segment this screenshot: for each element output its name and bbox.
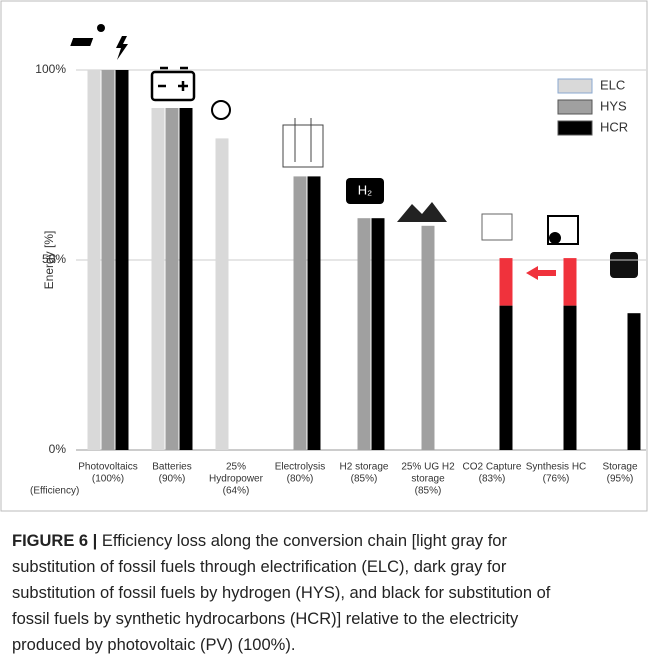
x-tick-label: Synthesis HC — [526, 462, 587, 473]
x-tick-label: 25% — [226, 462, 246, 473]
arrow — [526, 266, 556, 280]
y-tick-label: 100% — [35, 62, 66, 76]
x-tick-label: Storage — [602, 462, 637, 473]
bar — [293, 176, 307, 450]
x-tick-label: (76%) — [543, 474, 570, 485]
y-tick-label: 0% — [49, 442, 67, 456]
icon-battery — [150, 66, 196, 102]
x-tick-label: storage — [411, 474, 445, 485]
icon-barrel — [610, 252, 638, 278]
x-tick-label: (100%) — [92, 474, 124, 485]
icon-capture — [481, 213, 513, 241]
caption-line: FIGURE 6 | Efficiency loss along the con… — [12, 528, 642, 554]
x-tick-label: Electrolysis — [275, 462, 326, 473]
x-tick-label: CO2 Capture — [463, 462, 522, 473]
chart-border — [0, 0, 648, 512]
legend-label: HCR — [600, 119, 628, 134]
stacked-bar — [563, 258, 577, 306]
x-tick-label: Photovoltaics — [78, 462, 137, 473]
x-tick-label: Batteries — [152, 462, 191, 473]
bar — [101, 70, 115, 450]
y-tick-label: 50% — [42, 252, 66, 266]
x-tick-label: (83%) — [479, 474, 506, 485]
y-axis-label: Energy [%] — [42, 231, 56, 290]
caption-label: FIGURE 6 | — [12, 532, 98, 550]
bar — [563, 305, 577, 450]
legend-swatch — [557, 120, 593, 136]
x-tick-label: H2 storage — [340, 462, 389, 473]
x-tick-label: Hydropower — [209, 474, 264, 485]
bar — [421, 225, 435, 450]
icon-h2: H₂ — [346, 178, 384, 204]
bar — [179, 108, 193, 450]
icon-pv — [70, 24, 128, 60]
icon-mountain — [397, 202, 447, 222]
x-tick-label: (85%) — [351, 474, 378, 485]
bar — [87, 70, 101, 450]
caption-line: substitution of fossil fuels through ele… — [12, 558, 507, 576]
bar — [371, 218, 385, 450]
icon-electrolysis — [282, 118, 324, 168]
legend-label: HYS — [600, 98, 627, 113]
bar — [627, 313, 641, 450]
caption: FIGURE 6 | Efficiency loss along the con… — [12, 528, 642, 658]
caption-line: substitution of fossil fuels by hydrogen… — [12, 584, 551, 602]
x-tick-label: (85%) — [415, 486, 442, 497]
bar — [499, 305, 513, 450]
caption-text: Efficiency loss along the conversion cha… — [97, 532, 507, 550]
x-tick-label: (90%) — [159, 474, 186, 485]
caption-line: fossil fuels by synthetic hydrocarbons (… — [12, 610, 519, 628]
x-note: (Efficiency) — [30, 486, 79, 497]
legend-label: ELC — [600, 77, 625, 92]
stacked-bar — [499, 258, 513, 306]
icon-synthesis — [547, 215, 579, 245]
bar — [165, 108, 179, 450]
bar — [215, 138, 229, 450]
legend-swatch — [557, 99, 593, 115]
caption-line: produced by photovoltaic (PV) (100%). — [12, 636, 296, 654]
chart: Energy [%] (Efficiency) H₂ 0% 50% 100% Phot… — [0, 0, 648, 512]
x-tick-label: 25% UG H2 — [401, 462, 455, 473]
bar — [151, 108, 165, 450]
icon-hydro — [211, 100, 231, 120]
x-tick-label: (64%) — [223, 486, 250, 497]
legend-swatch — [557, 78, 593, 94]
bar — [115, 70, 129, 450]
x-tick-label: (95%) — [607, 474, 634, 485]
svg-text:H₂: H₂ — [358, 182, 372, 197]
x-tick-label: (80%) — [287, 474, 314, 485]
bar — [307, 176, 321, 450]
bar — [357, 218, 371, 450]
